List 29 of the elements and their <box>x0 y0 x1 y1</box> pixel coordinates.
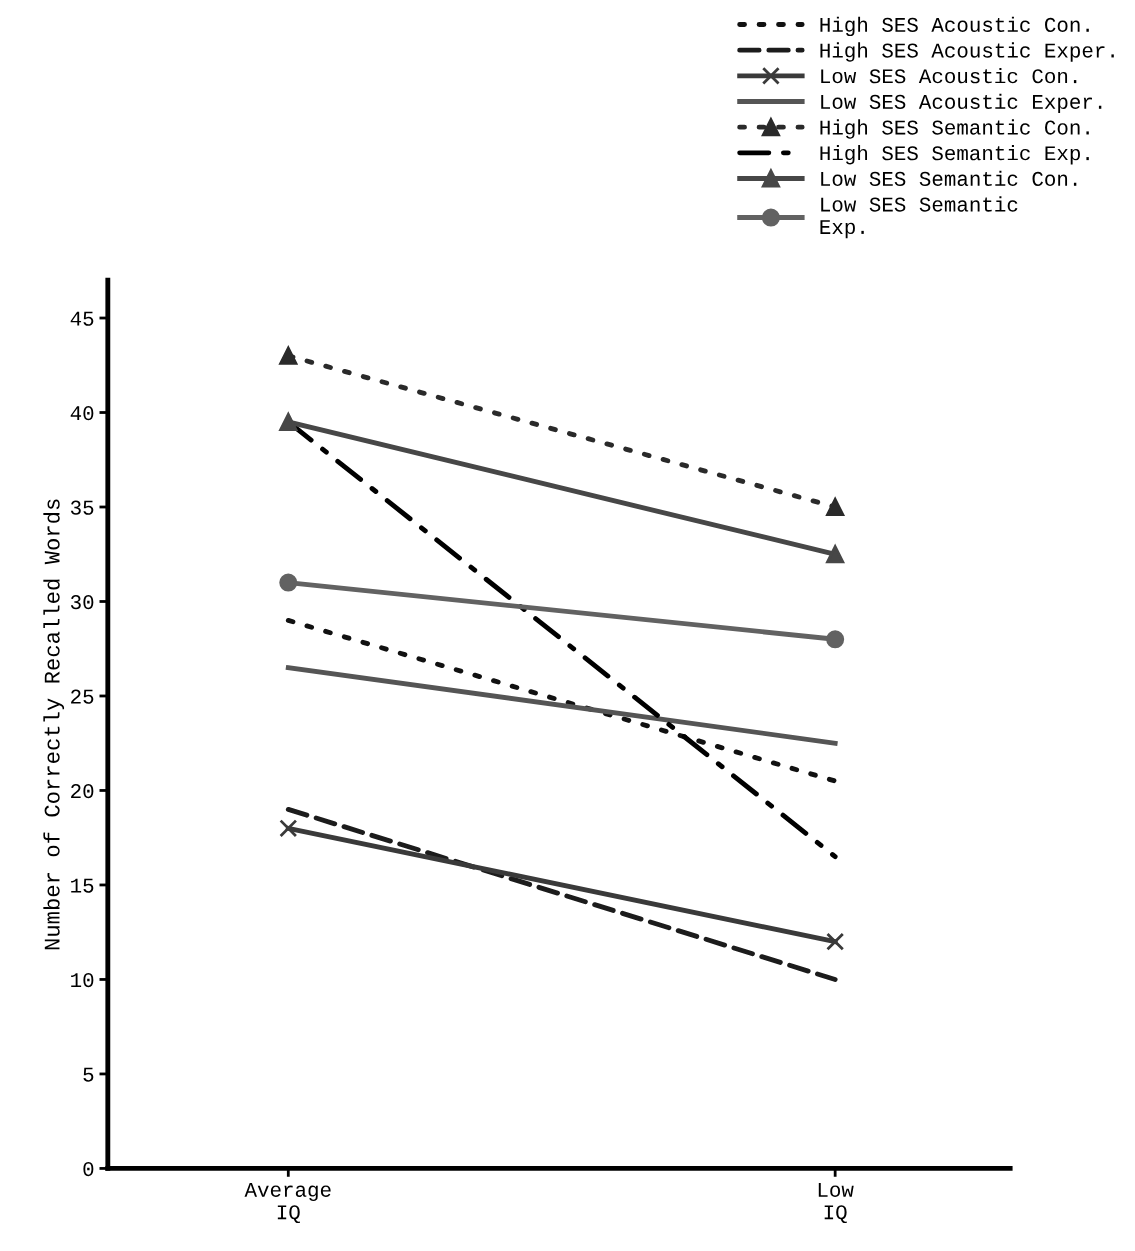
y-tick-label: 40 <box>70 406 94 421</box>
y-axis-title: Number of Correctly Recalled Words <box>43 499 65 950</box>
point <box>826 497 845 517</box>
y-tick-label: 10 <box>71 973 94 988</box>
y-tick-label: 5 <box>83 1067 94 1082</box>
y-tick-label: 0 <box>83 1162 94 1177</box>
y-tick-label: 25 <box>71 689 94 704</box>
point <box>279 819 298 838</box>
y-tick-label: 15 <box>71 878 94 893</box>
y-tick-label: 35 <box>70 500 94 515</box>
point <box>826 545 845 564</box>
point <box>279 573 298 592</box>
legend-label: Low SES Semantic Con. <box>821 170 1077 186</box>
legend-label: High SES Semantic Exp. <box>820 145 1089 165</box>
legend-label: Low SES Acoustic Con. <box>821 68 1077 84</box>
x-tick-label: Average IQ <box>244 1183 331 1224</box>
point <box>279 346 298 365</box>
legend-label: Low SES Semantic Exp. <box>820 196 1018 239</box>
y-tick-label: 20 <box>71 784 94 799</box>
point <box>826 630 845 649</box>
point <box>279 412 298 431</box>
point <box>826 932 845 951</box>
legend-label: High SES Acoustic Exper. <box>820 42 1114 62</box>
y-tick-label: 45 <box>70 311 94 326</box>
legend-label: High SES Acoustic Con. <box>820 16 1089 37</box>
legend-label: High SES Semantic Con. <box>820 119 1089 139</box>
y-tick-label: 30 <box>70 595 94 610</box>
x-tick-label: Low IQ <box>818 1183 854 1224</box>
legend-label: Low SES Acoustic Exper. <box>821 93 1102 114</box>
